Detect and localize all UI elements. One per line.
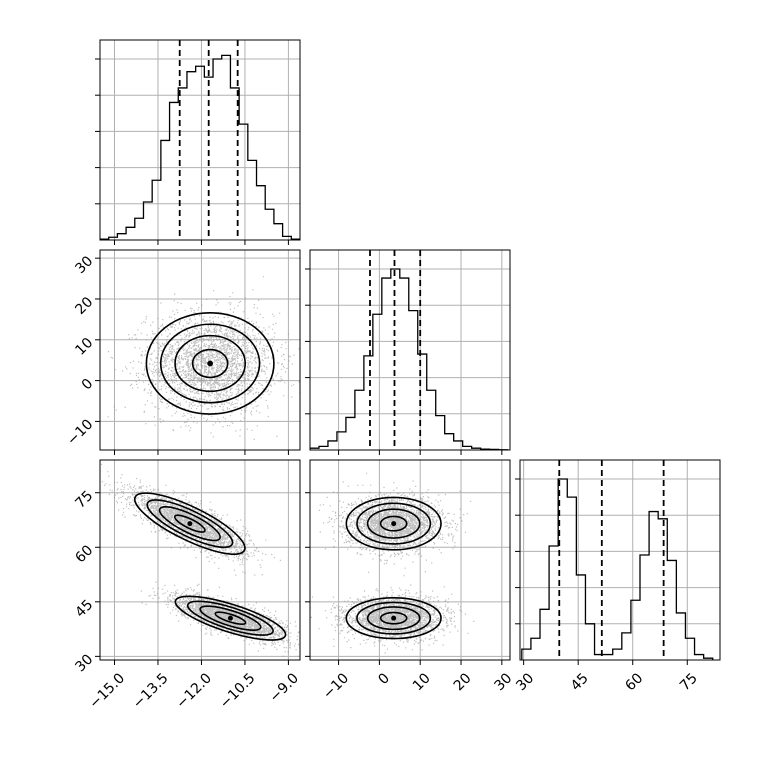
y-tick-label: −10 [64, 416, 96, 448]
x-tick-label: 0 [375, 670, 393, 688]
x-tick-label: 60 [622, 670, 646, 694]
contour-level [158, 506, 221, 542]
density-peak [207, 360, 214, 367]
axes-frame [519, 459, 721, 661]
y-tick-label: 10 [72, 335, 96, 359]
density-peak [227, 615, 233, 621]
samples [100, 463, 300, 657]
x-tick-label: 30 [492, 670, 516, 694]
x-tick-label: −12.0 [173, 670, 215, 712]
contour-level [366, 606, 421, 631]
histogram-p0 [100, 54, 300, 240]
contour-level [379, 515, 408, 532]
density-panel-p0-p1: −10 0 10 20 30 [64, 249, 301, 455]
x-tick-label: −15.0 [86, 670, 128, 712]
axes-frame [99, 459, 301, 661]
contour-level [379, 611, 408, 625]
samples [310, 472, 475, 654]
hist-panel-p0 [95, 39, 301, 245]
density-panel-p1-p2: −10 0 10 20 30 [305, 459, 516, 703]
axes-frame [99, 39, 301, 241]
histogram-p1 [310, 268, 509, 450]
x-tick-label: −13.5 [130, 670, 172, 712]
density-content [100, 463, 300, 657]
x-tick-label: 75 [677, 670, 701, 694]
y-tick-label: 45 [72, 597, 96, 621]
contour-level [345, 597, 442, 640]
y-tick-label: 30 [72, 651, 96, 675]
y-tick-label: 30 [72, 253, 96, 277]
contour-level [199, 605, 262, 631]
x-tick-label: −9.0 [267, 670, 302, 705]
y-tick-label: 75 [72, 488, 96, 512]
density-peak [391, 521, 397, 527]
contour-level [345, 496, 442, 551]
hist-panel-p2: 30 45 60 75 [513, 459, 721, 694]
y-tick-label: 20 [72, 294, 96, 318]
contour-level [145, 312, 275, 415]
samples [107, 276, 300, 440]
contour-level [356, 502, 432, 545]
contour-level [356, 601, 432, 635]
density-peak [187, 521, 193, 527]
axes-frame [99, 249, 301, 451]
contour-level [366, 508, 421, 539]
hist-panel-p1 [305, 249, 511, 455]
contour-level [174, 334, 247, 393]
x-tick-label: 45 [568, 670, 592, 694]
contour-level [191, 348, 229, 379]
y-tick-label: 60 [72, 542, 96, 566]
x-tick-label: 30 [513, 670, 537, 694]
contour-level [173, 514, 206, 533]
contour-level [159, 323, 261, 404]
histogram-p2 [521, 478, 714, 660]
x-tick-label: −10 [320, 670, 352, 702]
density-content [107, 276, 300, 440]
axes-frame [309, 249, 511, 451]
contour-level [214, 611, 247, 625]
density-peak [391, 615, 397, 621]
contour-level [146, 499, 234, 549]
x-tick-label: −10.5 [217, 670, 259, 712]
contour-level [133, 492, 246, 555]
contour-level [174, 595, 287, 641]
y-tick-label: 0 [79, 376, 97, 394]
x-tick-label: 10 [410, 670, 434, 694]
density-panel-p0-p2: −15.0 −13.5 −12.0 −10.5 −9.0 30 45 60 75 [72, 459, 302, 712]
axes-frame [309, 459, 511, 661]
contour-level [186, 600, 274, 636]
x-tick-label: 20 [451, 670, 475, 694]
density-content [310, 472, 475, 654]
